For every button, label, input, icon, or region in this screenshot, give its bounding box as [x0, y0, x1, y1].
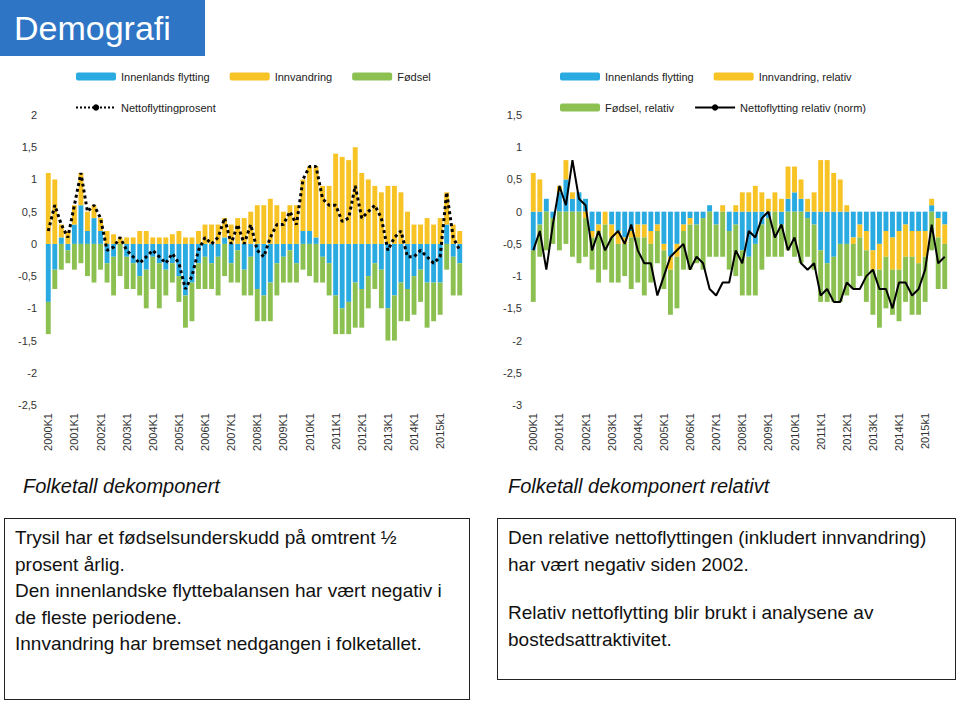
- svg-text:2008K1: 2008K1: [736, 413, 748, 451]
- svg-text:Innvandring, relativ: Innvandring, relativ: [759, 71, 852, 83]
- svg-text:2003K1: 2003K1: [121, 413, 133, 451]
- svg-text:Nettoflytting relativ (norm): Nettoflytting relativ (norm): [740, 102, 866, 114]
- svg-text:-1: -1: [27, 302, 37, 314]
- svg-text:2011K1: 2011K1: [330, 413, 342, 450]
- svg-text:2000K1: 2000K1: [527, 413, 539, 451]
- html-text:Innvandring har bremset nedgan: Innvandring har bremset nedgangen i folk…: [15, 633, 422, 655]
- svg-text:-1: -1: [512, 270, 522, 282]
- svg-text:2015k1: 2015k1: [919, 413, 931, 449]
- svg-text:Innenlands flytting: Innenlands flytting: [605, 71, 694, 83]
- svg-text:1,5: 1,5: [507, 109, 522, 121]
- svg-text:0: 0: [31, 238, 37, 250]
- svg-text:-2: -2: [512, 335, 522, 347]
- svg-text:2015k1: 2015k1: [434, 413, 446, 449]
- svg-text:-2,5: -2,5: [503, 367, 522, 379]
- svg-text:Innenlands flytting: Innenlands flytting: [121, 71, 210, 83]
- svg-text:2013K1: 2013K1: [382, 413, 394, 451]
- svg-text:2007K1: 2007K1: [225, 413, 237, 451]
- svg-text:0: 0: [516, 206, 522, 218]
- svg-text:2000K1: 2000K1: [42, 413, 54, 451]
- svg-text:2012K1: 2012K1: [841, 413, 853, 451]
- svg-text:2011K1: 2011K1: [815, 413, 827, 450]
- svg-text:2014K1: 2014K1: [893, 413, 905, 451]
- svg-text:2009K1: 2009K1: [762, 413, 774, 451]
- svg-text:0,5: 0,5: [22, 206, 37, 218]
- svg-text:1: 1: [31, 173, 37, 185]
- html-text:Trysil har et fødselsunderskud: Trysil har et fødselsunderskudd på omtre…: [15, 527, 397, 575]
- svg-text:2008K1: 2008K1: [251, 413, 263, 451]
- svg-text:2001K1: 2001K1: [68, 413, 80, 451]
- svg-text:Nettoflyttingprosent: Nettoflyttingprosent: [121, 102, 216, 114]
- svg-text:2003K1: 2003K1: [606, 413, 618, 451]
- html-text:Demografi: Demografi: [14, 9, 171, 47]
- svg-text:-3: -3: [512, 399, 522, 411]
- svg-text:-0,5: -0,5: [18, 270, 37, 282]
- svg-text:-1,5: -1,5: [503, 302, 522, 314]
- svg-text:Fødsel: Fødsel: [397, 71, 431, 83]
- svg-text:2010K1: 2010K1: [789, 413, 801, 451]
- svg-text:2: 2: [31, 109, 37, 121]
- svg-text:2009K1: 2009K1: [277, 413, 289, 451]
- svg-text:2007K1: 2007K1: [710, 413, 722, 451]
- svg-text:2006K1: 2006K1: [684, 413, 696, 451]
- svg-text:2002K1: 2002K1: [580, 413, 592, 451]
- svg-text:2013K1: 2013K1: [867, 413, 879, 451]
- svg-text:2012K1: 2012K1: [356, 413, 368, 451]
- svg-text:2004K1: 2004K1: [147, 413, 159, 451]
- html-text:Relativ nettoflytting blir bru: Relativ nettoflytting blir brukt i analy…: [508, 602, 874, 650]
- svg-text:Fødsel, relativ: Fødsel, relativ: [605, 102, 675, 114]
- svg-text:-0,5: -0,5: [503, 238, 522, 250]
- svg-text:-2: -2: [27, 367, 37, 379]
- svg-text:Innvandring: Innvandring: [275, 71, 333, 83]
- svg-text:0,5: 0,5: [507, 173, 522, 185]
- svg-text:Folketall dekomponert relativt: Folketall dekomponert relativt: [508, 475, 771, 497]
- svg-text:2010K1: 2010K1: [304, 413, 316, 451]
- svg-text:2002K1: 2002K1: [95, 413, 107, 451]
- svg-text:1,5: 1,5: [22, 141, 37, 153]
- svg-text:2005K1: 2005K1: [173, 413, 185, 451]
- html-text:Den innenlandske flyttebalanse: Den innenlandske flyttebalansen har vært…: [15, 580, 442, 628]
- svg-text:2014K1: 2014K1: [408, 413, 420, 451]
- svg-text:2006K1: 2006K1: [199, 413, 211, 451]
- svg-text:Folketall dekomponert: Folketall dekomponert: [23, 475, 221, 497]
- html-text:Den relative nettoflyttingen (: Den relative nettoflyttingen (inkludert …: [508, 527, 927, 575]
- svg-text:-2,5: -2,5: [18, 399, 37, 411]
- svg-text:-1,5: -1,5: [18, 335, 37, 347]
- svg-text:2005K1: 2005K1: [658, 413, 670, 451]
- svg-text:1: 1: [516, 141, 522, 153]
- svg-text:2001K1: 2001K1: [553, 413, 565, 451]
- svg-text:2004K1: 2004K1: [632, 413, 644, 451]
